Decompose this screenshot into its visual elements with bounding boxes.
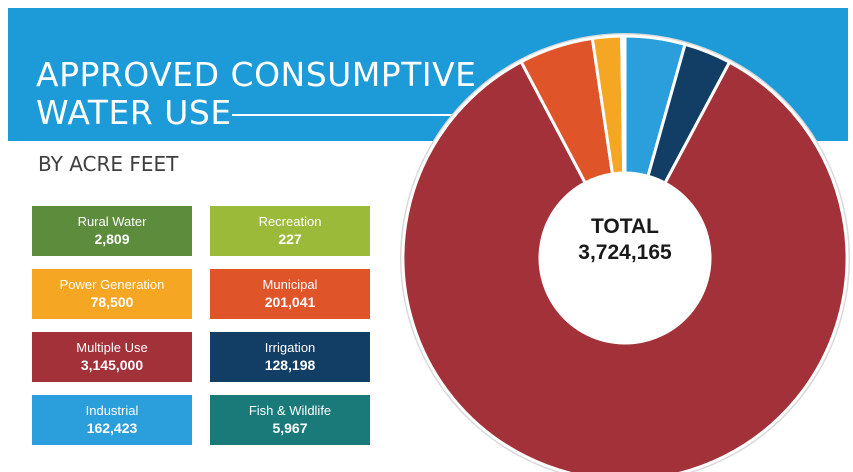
legend-label: Recreation [258, 214, 322, 229]
legend-value: 128,198 [264, 357, 316, 373]
legend-value: 78,500 [90, 294, 134, 310]
legend-label: Fish & Wildlife [248, 403, 332, 418]
legend-label: Rural Water [77, 214, 147, 229]
title-line-1: APPROVED CONSUMPTIVE [36, 55, 477, 94]
page-title: APPROVED CONSUMPTIVE WATER USE [36, 56, 477, 132]
legend-label: Industrial [85, 403, 139, 418]
legend-tile-municipal: Municipal 201,041 [210, 269, 370, 319]
legend-value: 2,809 [94, 231, 130, 247]
legend-value: 162,423 [86, 420, 138, 436]
subtitle: BY ACRE FEET [38, 152, 179, 176]
title-underline [232, 114, 482, 116]
legend-label: Municipal [262, 277, 318, 292]
title-line-2: WATER USE [36, 93, 232, 132]
legend-tile-industrial: Industrial 162,423 [32, 395, 192, 445]
legend-label: Power Generation [59, 277, 165, 292]
legend-label: Multiple Use [76, 340, 148, 355]
legend-value: 3,145,000 [80, 357, 144, 373]
legend-label: Irrigation [264, 340, 316, 355]
total-title: TOTAL [590, 215, 660, 238]
legend-value: 5,967 [272, 420, 308, 436]
legend-value: 227 [278, 231, 302, 247]
legend: Rural Water 2,809 Recreation 227 Power G… [32, 206, 370, 445]
legend-value: 201,041 [264, 294, 316, 310]
legend-tile-irrigation: Irrigation 128,198 [210, 332, 370, 382]
donut-hole [540, 173, 710, 343]
total-value: 3,724,165 [578, 241, 672, 264]
legend-tile-rural-water: Rural Water 2,809 [32, 206, 192, 256]
legend-tile-multiple-use: Multiple Use 3,145,000 [32, 332, 192, 382]
legend-tile-power-generation: Power Generation 78,500 [32, 269, 192, 319]
legend-tile-fish-wildlife: Fish & Wildlife 5,967 [210, 395, 370, 445]
total-label: TOTAL 3,724,165 [525, 214, 725, 266]
legend-tile-recreation: Recreation 227 [210, 206, 370, 256]
